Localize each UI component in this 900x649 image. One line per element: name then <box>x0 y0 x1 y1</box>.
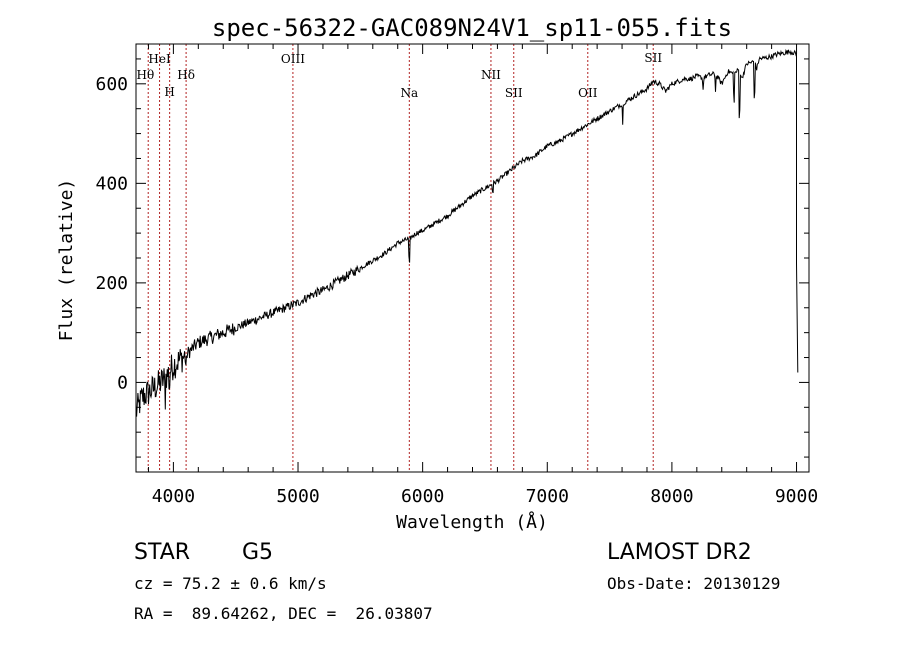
plot-frame <box>135 43 810 473</box>
line-marker-label: NII <box>481 68 501 82</box>
x-tick-label: 7000 <box>526 486 569 507</box>
y-tick-label: 400 <box>95 173 128 194</box>
object-subclass: G5 <box>242 540 274 565</box>
x-tick-label: 5000 <box>276 486 319 507</box>
spectrum-line <box>135 48 799 417</box>
y-tick-label: 200 <box>95 273 128 294</box>
line-marker-label: HeI <box>148 52 171 66</box>
coordinates-text: RA = 89.64262, DEC = 26.03807 <box>134 604 433 623</box>
y-tick-label: 600 <box>95 74 128 95</box>
line-marker-label: SII <box>644 51 662 65</box>
y-axis-label: Flux (relative) <box>56 179 77 342</box>
object-class: STAR <box>134 540 191 565</box>
x-tick-label: 4000 <box>152 486 195 507</box>
x-tick-label: 8000 <box>650 486 693 507</box>
spectrum-series <box>135 48 799 417</box>
x-axis-label: Wavelength (Å) <box>396 511 548 533</box>
line-marker-label: Hδ <box>177 68 195 82</box>
y-tick-label: 0 <box>117 372 128 393</box>
survey-name: LAMOST DR2 <box>607 540 752 565</box>
line-marker-label: OII <box>578 86 598 100</box>
emission-line-markers: Hθ HeI HHδ OIII Na NII SII OII SII <box>137 44 662 472</box>
chart-title: spec-56322-GAC089N24V1_sp11-055.fits <box>212 14 732 42</box>
x-tick-label: 9000 <box>775 486 818 507</box>
obs-date: Obs-Date: 20130129 <box>607 574 781 593</box>
line-marker-label: SII <box>505 86 523 100</box>
x-tick-label: 6000 <box>401 486 444 507</box>
axes: 4000 5000 6000 7000 8000 9000 0 200 400 600 <box>95 44 818 507</box>
line-marker-label: H <box>164 85 174 99</box>
line-marker-label: OIII <box>281 52 305 66</box>
redshift-text: cz = 75.2 ± 0.6 km/s <box>134 574 327 593</box>
line-marker-label: Na <box>400 86 418 100</box>
line-marker-label: Hθ <box>137 68 155 82</box>
